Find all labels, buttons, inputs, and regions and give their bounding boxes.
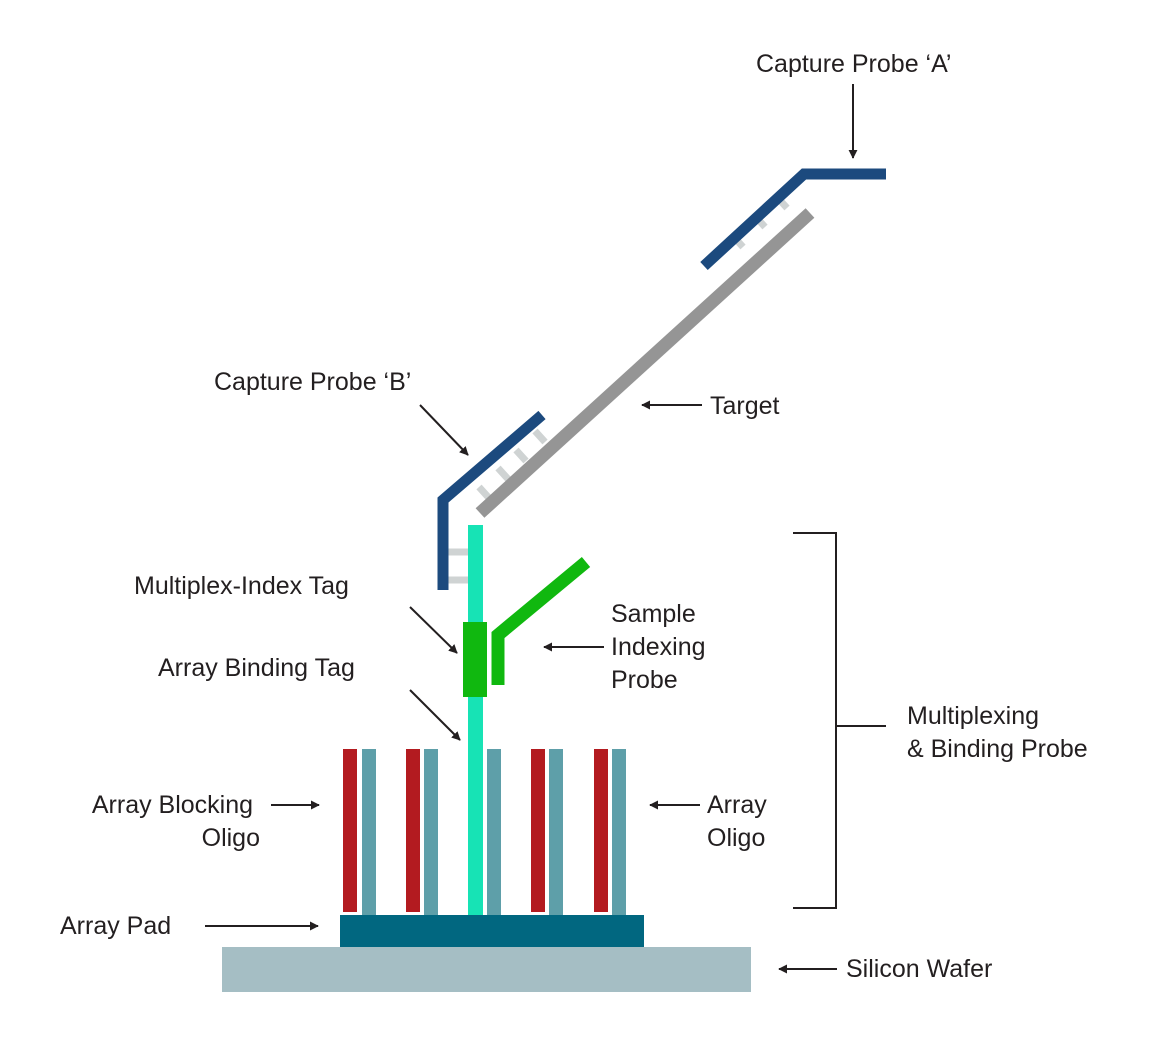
array-pad-label: Array Pad bbox=[60, 912, 171, 940]
silicon-wafer-label: Silicon Wafer bbox=[846, 955, 992, 983]
capture-probe-b-label: Capture Probe ‘B’ bbox=[214, 368, 411, 396]
array-binding-tag-label: Array Binding Tag bbox=[158, 654, 355, 682]
array-blocking-oligo bbox=[343, 749, 357, 912]
multiplexing-binding-probe-label-line: & Binding Probe bbox=[907, 735, 1088, 763]
sample-indexing-probe-label-line: Indexing bbox=[611, 633, 706, 661]
array-oligo bbox=[487, 749, 501, 915]
array-blocking-oligo-label: Array Blocking Oligo bbox=[92, 791, 260, 852]
capture-probe-a-label: Capture Probe ‘A’ bbox=[756, 50, 951, 78]
array-blocking-oligo bbox=[594, 749, 608, 912]
array-pad bbox=[340, 915, 644, 947]
sample-indexing-probe-label-line: Sample bbox=[611, 600, 696, 628]
sample-indexing-probe-label: Sample Indexing Probe bbox=[611, 600, 712, 694]
array-oligo bbox=[424, 749, 438, 915]
array-oligo-label: Array Oligo bbox=[707, 791, 774, 852]
multiplexing-probe-bracket bbox=[793, 532, 837, 909]
multiplexing-binding-probe-label-line: Multiplexing bbox=[907, 702, 1039, 730]
array-blocking-oligo bbox=[406, 749, 420, 912]
pointer-arrows bbox=[205, 84, 858, 974]
capture-probe-a-strand bbox=[700, 168, 886, 271]
target-label: Target bbox=[710, 392, 780, 420]
array-blocking-oligos bbox=[343, 749, 608, 912]
silicon-wafer bbox=[222, 947, 751, 992]
array-oligos bbox=[362, 749, 626, 915]
array-binding-tag-arrow bbox=[409, 689, 461, 741]
array-blocking-oligo bbox=[531, 749, 545, 912]
sample-indexing-probe-strand bbox=[491, 556, 591, 685]
multiplexing-binding-probe-strand bbox=[468, 525, 483, 915]
sample-indexing-probe-label-line: Probe bbox=[611, 666, 678, 694]
array-oligo bbox=[549, 749, 563, 915]
array-blocking-oligo-label-line: Array Blocking bbox=[92, 791, 253, 819]
capture-probe-b-strand bbox=[437, 410, 546, 590]
array-oligo bbox=[362, 749, 376, 915]
multiplexing-binding-probe-label: Multiplexing & Binding Probe bbox=[907, 702, 1088, 763]
array-oligo-label-line: Oligo bbox=[707, 824, 765, 852]
array-oligo-label-line: Array bbox=[707, 791, 767, 819]
array-oligo bbox=[612, 749, 626, 915]
target-strand bbox=[475, 208, 815, 518]
array-blocking-oligo-label-line: Oligo bbox=[202, 824, 260, 852]
capture-probe-b-arrow bbox=[419, 404, 469, 456]
multiplex-index-tag bbox=[463, 622, 487, 697]
multiplex-index-tag-label: Multiplex-Index Tag bbox=[134, 572, 349, 600]
multiplex-index-tag-arrow bbox=[409, 606, 458, 654]
